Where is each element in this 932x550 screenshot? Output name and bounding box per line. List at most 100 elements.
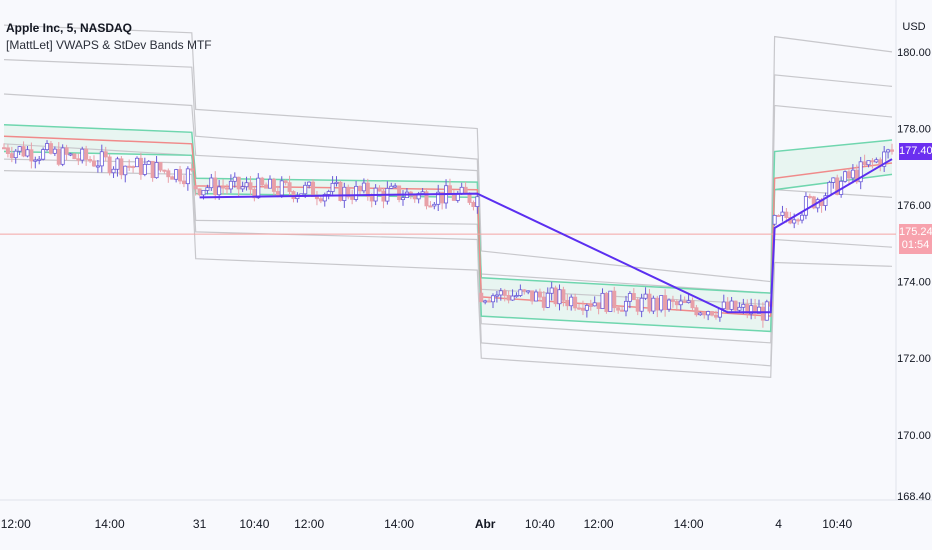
candle-body [224, 187, 229, 190]
candle-body [88, 159, 93, 162]
candle-body [389, 185, 394, 189]
candle-body [803, 195, 808, 216]
candle-body [9, 153, 14, 159]
candle-body [784, 211, 789, 218]
x-tick-label: 14:00 [674, 517, 704, 531]
candle-body [397, 185, 402, 201]
candle-body [608, 290, 613, 312]
candle-body [655, 297, 660, 311]
candle-body [64, 147, 69, 155]
candle-body [846, 171, 851, 179]
candle-body [674, 301, 679, 306]
candle-body [127, 165, 132, 168]
candle-body [111, 168, 116, 174]
candle-body [534, 291, 539, 302]
x-tick-label: 12:00 [1, 517, 31, 531]
candle-body [577, 307, 582, 310]
candle-body [686, 300, 691, 304]
candle-body [682, 300, 687, 304]
candle-body [475, 196, 480, 207]
candle-body [209, 177, 214, 189]
candle-body [193, 185, 198, 190]
candle-body [569, 296, 574, 307]
x-tick-label: 14:00 [384, 517, 414, 531]
candle-body [702, 312, 707, 316]
candle-body [623, 300, 628, 312]
candle-body [213, 177, 218, 196]
candle-body [131, 166, 136, 169]
candle-body [741, 303, 746, 308]
x-tick-label: 31 [193, 517, 207, 531]
candle-body [882, 151, 887, 167]
symbol-title[interactable]: Apple Inc, 5, NASDAQ [6, 21, 133, 35]
chart-legend: Apple Inc, 5, NASDAQ [MattLet] VWAPS & S… [6, 20, 212, 54]
candle-body [342, 186, 347, 201]
candle-body [13, 150, 18, 159]
outer-band-line-0 [3, 24, 893, 283]
candle-body [490, 295, 495, 303]
candle-body [639, 297, 644, 312]
candle-body [698, 312, 703, 316]
candle-body [60, 147, 65, 165]
candle-body [318, 198, 323, 202]
y-tick-label: 172.00 [897, 353, 931, 365]
candle-body [749, 305, 754, 315]
candle-body [350, 196, 355, 200]
candle-body [76, 158, 81, 161]
current-price-value: 175.24 [899, 226, 932, 238]
candle-body [753, 305, 758, 314]
candle-body [792, 219, 797, 224]
candle-body [487, 300, 492, 303]
candle-body [232, 176, 237, 182]
last-price-tag: 177.40 [899, 143, 932, 160]
candle-body [17, 146, 22, 152]
candle-body [620, 309, 625, 312]
candle-body [236, 176, 241, 190]
candle-body [365, 182, 370, 197]
candle-body [436, 191, 441, 205]
candle-body [522, 289, 527, 292]
candle-body [588, 304, 593, 307]
candle-body [713, 314, 718, 318]
x-tick-label: 10:40 [822, 517, 852, 531]
currency-label[interactable]: USD [902, 21, 925, 33]
candle-body [217, 186, 222, 196]
indicator-title[interactable]: [MattLet] VWAPS & StDev Bands MTF [6, 38, 212, 52]
candle-body [123, 165, 128, 176]
candle-body [401, 197, 406, 201]
candle-body [502, 290, 507, 296]
candle-body [357, 185, 362, 192]
candle-body [854, 169, 859, 183]
y-tick-label: 174.00 [897, 277, 931, 289]
candle-body [311, 181, 316, 197]
candle-body [244, 182, 249, 188]
y-tick-label: 176.00 [897, 200, 931, 212]
candle-body [381, 190, 386, 202]
candle-body [616, 307, 621, 311]
candle-body [835, 177, 840, 195]
candle-body [21, 146, 26, 157]
candle-body [592, 302, 597, 307]
candle-body [518, 289, 523, 296]
candle-body [275, 191, 280, 196]
candle-body [514, 295, 519, 298]
candle-body [25, 149, 30, 157]
candle-body [205, 187, 210, 191]
candle-body [291, 191, 296, 200]
candle-body [678, 300, 683, 306]
candle-body [240, 186, 245, 190]
candle-body [580, 307, 585, 311]
candle-body [596, 302, 601, 309]
candle-body [694, 307, 699, 316]
candle-body [858, 161, 863, 183]
outer-band-line-1 [3, 59, 893, 294]
candle-body [80, 148, 85, 161]
candle-body [354, 185, 359, 200]
candle-body [314, 196, 319, 200]
candle-body [252, 188, 257, 199]
y-tick-label: 168.40 [897, 491, 931, 503]
candle-body [37, 158, 42, 161]
candle-body [72, 153, 77, 160]
